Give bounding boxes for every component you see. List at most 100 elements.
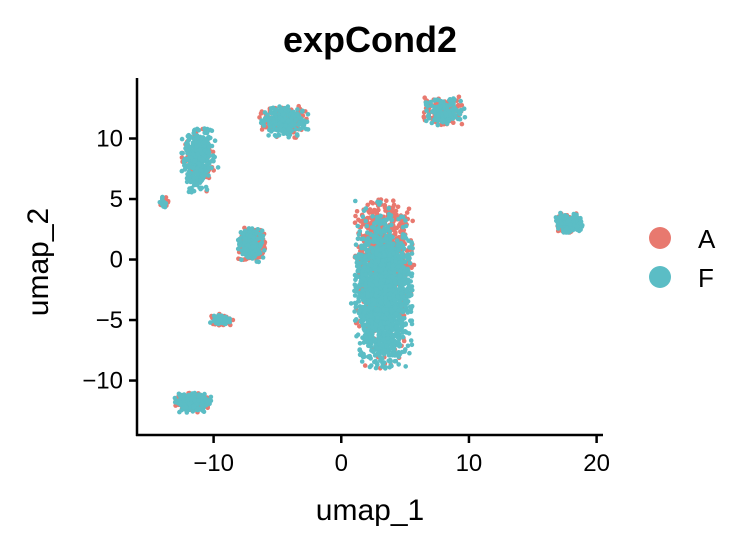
point-a <box>352 220 358 225</box>
point-f <box>217 317 223 322</box>
point-f <box>373 268 379 273</box>
point-f <box>403 299 408 304</box>
point-f <box>407 260 413 266</box>
y-tick-label: 10 <box>96 126 123 153</box>
point-a <box>404 210 410 215</box>
point-f <box>389 217 395 223</box>
point-f <box>294 132 300 137</box>
point-f <box>369 245 374 251</box>
point-f <box>362 310 367 315</box>
y-axis-label: umap_2 <box>22 208 55 316</box>
point-f <box>382 330 387 335</box>
point-f <box>363 258 369 263</box>
point-f <box>394 238 400 243</box>
point-f <box>429 103 435 108</box>
point-f <box>276 133 282 138</box>
point-f <box>393 281 398 287</box>
point-f <box>219 320 225 326</box>
point-f <box>303 126 309 132</box>
point-f <box>190 409 196 414</box>
point-f <box>208 135 213 141</box>
point-f <box>238 230 244 236</box>
point-f <box>196 127 202 133</box>
point-f <box>239 257 244 263</box>
point-f <box>561 230 566 235</box>
point-f <box>355 332 361 338</box>
point-f <box>389 345 394 350</box>
point-f <box>400 330 405 335</box>
point-f <box>462 115 468 120</box>
point-f <box>182 167 188 172</box>
point-f <box>378 268 383 273</box>
point-f <box>381 360 387 365</box>
point-f <box>405 266 410 272</box>
point-a <box>357 324 362 329</box>
point-f <box>363 218 369 224</box>
point-f <box>185 133 191 139</box>
point-a <box>410 218 416 224</box>
point-f <box>385 279 391 284</box>
point-f <box>241 246 247 252</box>
point-f <box>409 318 415 324</box>
point-f <box>370 249 375 254</box>
point-f <box>396 216 401 222</box>
point-f <box>392 297 397 303</box>
point-f <box>207 161 212 166</box>
point-f <box>274 107 279 112</box>
point-f <box>370 254 376 260</box>
point-f <box>274 127 279 133</box>
point-f <box>376 335 382 341</box>
point-f <box>361 236 366 241</box>
point-a <box>393 214 398 219</box>
point-f <box>278 108 284 114</box>
point-f <box>406 238 411 243</box>
point-a <box>384 198 389 203</box>
point-f <box>383 270 389 276</box>
point-f <box>192 158 197 164</box>
point-f <box>372 353 378 358</box>
point-f <box>391 351 397 357</box>
point-f <box>384 349 390 354</box>
point-f <box>393 259 398 264</box>
point-f <box>394 324 399 330</box>
point-f <box>391 251 396 256</box>
point-f <box>374 361 380 366</box>
point-f <box>360 214 366 220</box>
point-f <box>191 128 197 133</box>
point-f <box>361 208 367 213</box>
point-f <box>366 300 371 305</box>
point-f <box>403 218 408 223</box>
point-f <box>409 321 415 327</box>
point-f <box>365 294 371 299</box>
point-f <box>390 274 395 280</box>
legend: A F <box>649 224 716 293</box>
point-f <box>374 287 379 293</box>
point-f <box>254 259 260 264</box>
point-f <box>408 338 414 343</box>
point-f <box>404 288 409 294</box>
point-f <box>196 406 202 411</box>
point-f <box>237 243 242 249</box>
point-f <box>300 108 305 114</box>
point-f <box>402 349 407 354</box>
point-f <box>294 112 300 118</box>
point-f <box>364 223 370 229</box>
point-a <box>459 103 465 108</box>
point-f <box>385 336 390 341</box>
point-f <box>396 281 402 286</box>
point-f <box>361 264 367 270</box>
point-f <box>259 228 265 233</box>
legend-label-a: A <box>698 224 716 254</box>
point-f <box>399 326 404 332</box>
point-a <box>258 111 264 116</box>
point-a <box>459 121 465 127</box>
point-f <box>443 112 449 117</box>
point-f <box>204 402 209 408</box>
point-f <box>258 241 264 247</box>
point-f <box>396 354 401 360</box>
legend-label-f: F <box>698 263 714 293</box>
point-f <box>354 284 360 290</box>
point-f <box>384 325 390 331</box>
point-f <box>262 248 267 253</box>
point-f <box>445 117 451 122</box>
